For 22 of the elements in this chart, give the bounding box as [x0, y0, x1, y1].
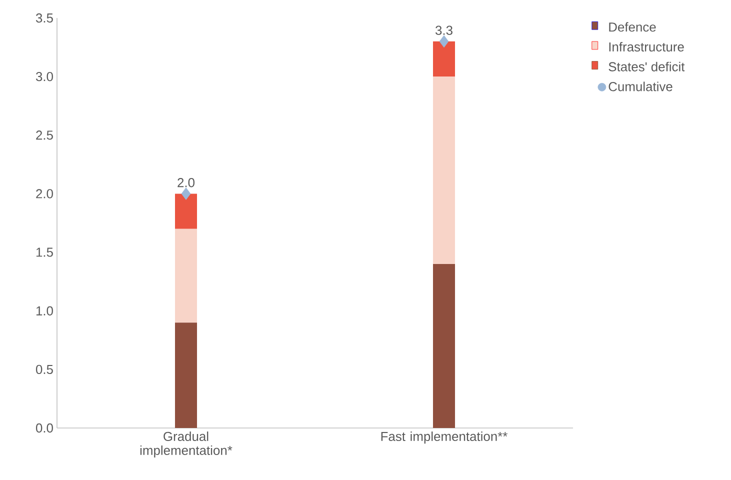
x-tick-label: Fast implementation**: [381, 432, 508, 444]
y-tick-label: 2.0: [36, 189, 53, 198]
bar: [433, 264, 456, 428]
y-tick-label: 1.0: [36, 306, 53, 316]
y-tick-label: 0.0: [36, 423, 53, 433]
bar: [433, 76, 456, 264]
data-label: 3.3: [436, 26, 452, 35]
legend-label: Infrastructure: [609, 42, 684, 52]
y-tick-label: 0.5: [36, 364, 53, 374]
bar: [175, 194, 198, 229]
bar: [433, 41, 456, 77]
y-tick-label: 2.5: [36, 130, 53, 140]
legend-label: Cumulative: [608, 82, 672, 92]
bar: [175, 228, 198, 323]
legend-label: States' deficit: [608, 62, 685, 72]
bar: [175, 322, 198, 428]
y-tick-label: 3.0: [36, 72, 53, 82]
legend-label: Defence: [609, 22, 656, 32]
y-tick-label: 3.5: [36, 13, 53, 23]
x-tick-label: Gradual implementation*: [140, 432, 232, 458]
y-tick-label: 1.5: [36, 248, 53, 257]
data-label: 2.0: [178, 178, 195, 188]
